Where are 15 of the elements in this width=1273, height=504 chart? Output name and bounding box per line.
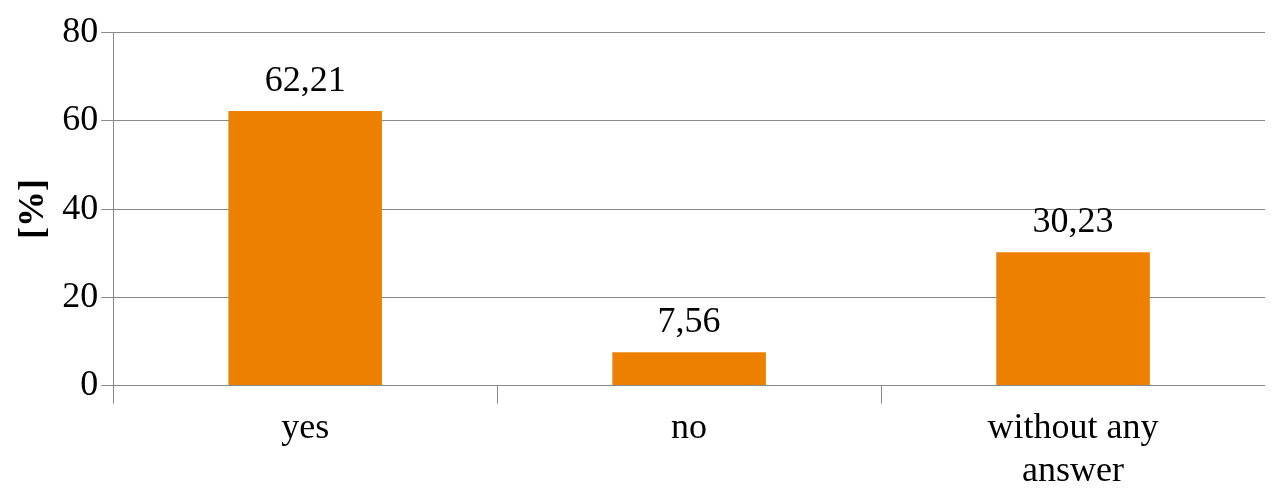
- y-tick-label: 40: [62, 186, 99, 227]
- data-label: 62,21: [264, 58, 346, 99]
- y-axis-title: [%]: [10, 179, 51, 240]
- bar: [228, 111, 382, 386]
- x-tick-label: yes: [281, 405, 330, 446]
- bar: [996, 252, 1150, 386]
- bar: [612, 352, 766, 386]
- y-tick-label: 80: [62, 10, 99, 51]
- x-tick-label: without any answer: [987, 405, 1159, 489]
- data-label: 7,56: [657, 299, 721, 340]
- data-label: 30,23: [1032, 199, 1114, 240]
- y-tick-label: 20: [62, 274, 99, 315]
- y-tick-label: 60: [62, 98, 99, 139]
- y-tick-label: 0: [80, 363, 99, 404]
- x-tick-label: no: [671, 405, 708, 446]
